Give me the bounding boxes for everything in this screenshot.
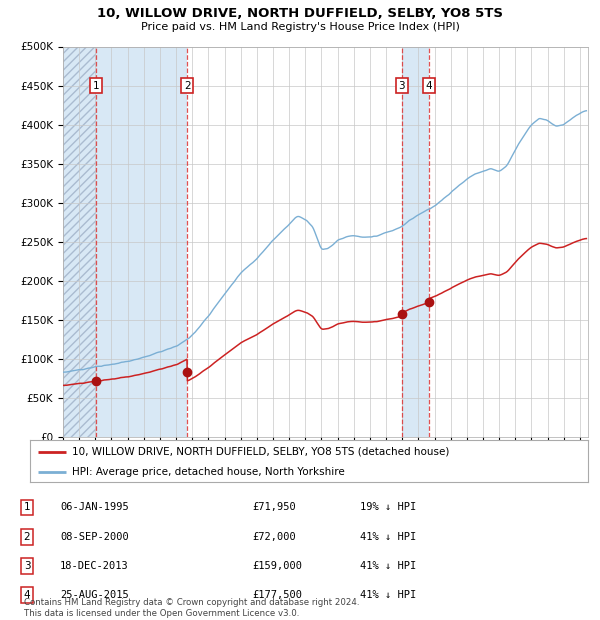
Text: 18-DEC-2013: 18-DEC-2013: [60, 560, 129, 571]
Text: 10, WILLOW DRIVE, NORTH DUFFIELD, SELBY, YO8 5TS (detached house): 10, WILLOW DRIVE, NORTH DUFFIELD, SELBY,…: [72, 446, 449, 456]
Text: Price paid vs. HM Land Registry's House Price Index (HPI): Price paid vs. HM Land Registry's House …: [140, 22, 460, 32]
Text: £72,000: £72,000: [252, 531, 296, 542]
Text: 3: 3: [23, 560, 31, 571]
Text: 06-JAN-1995: 06-JAN-1995: [60, 502, 129, 513]
Text: 4: 4: [23, 590, 31, 600]
Text: 4: 4: [425, 81, 432, 91]
Text: £177,500: £177,500: [252, 590, 302, 600]
Text: 41% ↓ HPI: 41% ↓ HPI: [360, 590, 416, 600]
Text: £71,950: £71,950: [252, 502, 296, 513]
Text: £159,000: £159,000: [252, 560, 302, 571]
Text: Contains HM Land Registry data © Crown copyright and database right 2024.
This d: Contains HM Land Registry data © Crown c…: [24, 598, 359, 618]
Text: 19% ↓ HPI: 19% ↓ HPI: [360, 502, 416, 513]
Text: 41% ↓ HPI: 41% ↓ HPI: [360, 531, 416, 542]
Text: 10, WILLOW DRIVE, NORTH DUFFIELD, SELBY, YO8 5TS: 10, WILLOW DRIVE, NORTH DUFFIELD, SELBY,…: [97, 7, 503, 20]
Text: 1: 1: [92, 81, 99, 91]
Text: 1: 1: [23, 502, 31, 513]
Text: 08-SEP-2000: 08-SEP-2000: [60, 531, 129, 542]
Bar: [96, 46, 187, 437]
Text: 2: 2: [23, 531, 31, 542]
Text: 2: 2: [184, 81, 191, 91]
Text: HPI: Average price, detached house, North Yorkshire: HPI: Average price, detached house, Nort…: [72, 467, 344, 477]
Text: 3: 3: [398, 81, 405, 91]
Text: 25-AUG-2015: 25-AUG-2015: [60, 590, 129, 600]
Bar: [401, 46, 429, 437]
Bar: [63, 46, 96, 437]
Text: 41% ↓ HPI: 41% ↓ HPI: [360, 560, 416, 571]
